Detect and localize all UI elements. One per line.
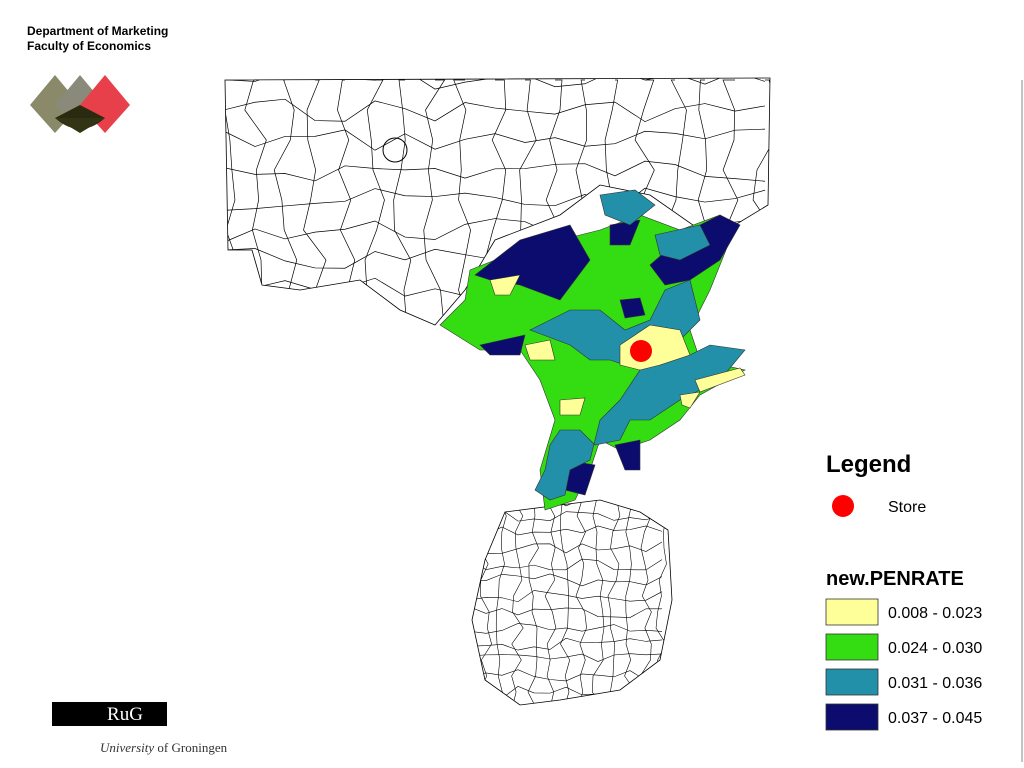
boundary <box>472 557 663 571</box>
university-name: University of Groningen <box>100 740 228 755</box>
boundary <box>423 79 446 321</box>
boundary <box>472 653 663 662</box>
boundary <box>495 500 508 705</box>
header-line: Department of Marketing <box>27 24 168 38</box>
boundary <box>472 606 663 618</box>
class-swatch <box>825 633 879 661</box>
map <box>224 77 771 706</box>
class-label: 0.031 - 0.036 <box>888 675 982 692</box>
university-city: of Groningen <box>157 740 227 755</box>
boundary <box>639 500 652 705</box>
boundary <box>273 79 298 321</box>
boundary <box>472 637 663 651</box>
class-label: 0.008 - 0.023 <box>888 605 982 622</box>
boundary <box>225 187 766 212</box>
boundary <box>393 79 412 321</box>
logo-text: RuG <box>107 704 143 725</box>
boundary <box>337 79 356 321</box>
class-swatch <box>825 703 879 731</box>
boundary <box>752 79 770 321</box>
boundary <box>453 79 471 321</box>
boundary <box>624 500 637 705</box>
boundary <box>472 573 663 587</box>
boundary <box>472 500 477 705</box>
boundary <box>472 669 663 682</box>
boundary <box>575 500 587 705</box>
boundary <box>544 500 557 705</box>
legend-title: Legend <box>826 451 911 478</box>
header-line: Faculty of Economics <box>27 39 151 53</box>
store-symbol <box>832 495 854 517</box>
class-swatch <box>825 668 879 696</box>
class-swatch <box>825 598 879 626</box>
boundary <box>527 500 539 705</box>
store-label: Store <box>888 499 926 516</box>
boundary <box>225 128 766 151</box>
store-marker <box>630 340 652 362</box>
class-label: 0.024 - 0.030 <box>888 640 982 657</box>
boundary <box>472 701 663 705</box>
class-label: 0.037 - 0.045 <box>888 710 982 727</box>
university-word: University <box>100 740 154 755</box>
boundary <box>511 500 524 705</box>
boundary <box>472 541 663 554</box>
legend: Store new.PENRATE 0.008 - 0.023 0.024 - 0.0… <box>630 340 982 731</box>
classification-title: new.PENRATE <box>826 568 964 590</box>
boundary <box>225 98 766 123</box>
faculty-logo <box>30 75 130 133</box>
boundary <box>592 500 605 705</box>
boundary <box>225 78 766 90</box>
boundary <box>472 590 663 603</box>
boundary <box>303 79 327 321</box>
boundary <box>560 500 571 705</box>
boundary <box>364 79 385 321</box>
rug-logo: RuG University of Groningen <box>52 702 228 755</box>
boundary <box>244 79 267 321</box>
boundary <box>607 500 621 705</box>
boundary <box>225 160 766 182</box>
